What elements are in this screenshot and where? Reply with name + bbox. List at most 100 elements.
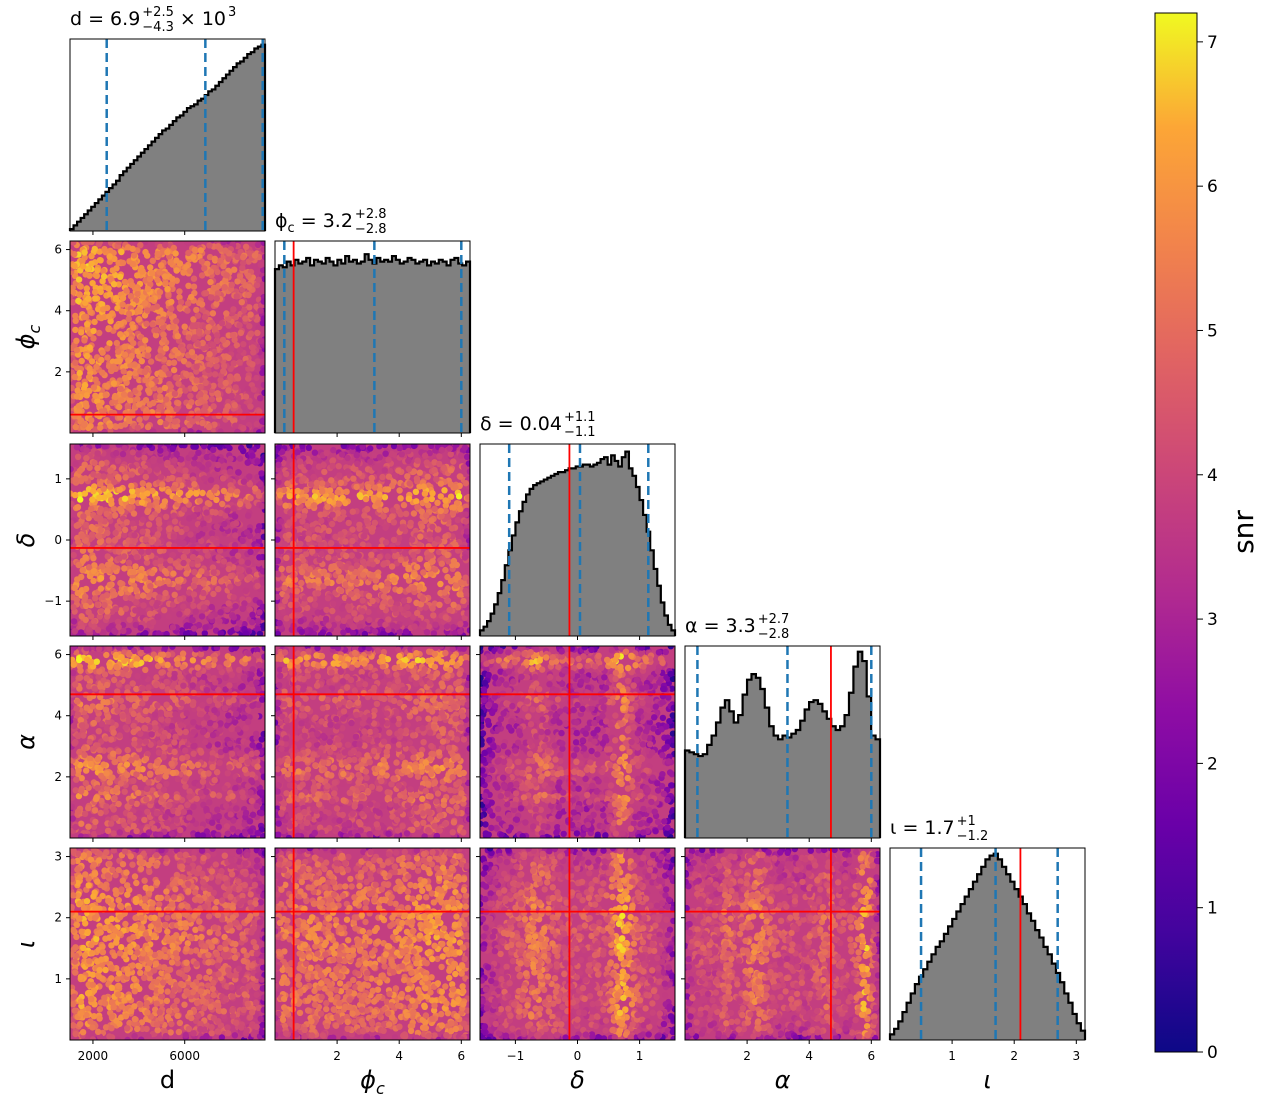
scatter-point — [142, 630, 149, 636]
scatter-point — [370, 494, 377, 501]
scatter-point — [305, 535, 312, 542]
scatter-point — [178, 444, 185, 449]
scatter-point — [437, 493, 444, 500]
scatter-point — [371, 452, 378, 459]
scatter-point — [410, 551, 417, 559]
scatter-point — [191, 576, 199, 583]
scatter-point — [453, 500, 461, 507]
scatter-point — [182, 370, 190, 378]
scatter-point — [257, 480, 264, 488]
scatter-point — [249, 611, 256, 618]
scatter-point — [175, 380, 182, 387]
scatter-point — [76, 467, 84, 474]
scatter-point — [299, 557, 307, 564]
scatter-point — [122, 594, 130, 601]
scatter-point — [260, 315, 265, 322]
scatter-point — [388, 513, 396, 520]
scatter-point — [145, 387, 152, 394]
scatter-point — [437, 580, 444, 588]
scatter-point — [160, 324, 167, 331]
scatter-point — [70, 519, 75, 527]
scatter-point — [121, 495, 129, 502]
scatter-point — [167, 383, 174, 390]
scatter-point — [376, 454, 383, 461]
scatter-point — [307, 596, 314, 603]
scatter-point — [431, 505, 438, 512]
scatter-point — [116, 403, 123, 411]
scatter-point — [283, 593, 290, 600]
scatter-point — [213, 363, 220, 370]
scatter-point — [249, 452, 256, 459]
scatter-point — [100, 485, 107, 492]
scatter-point — [121, 526, 129, 534]
scatter-point — [414, 503, 421, 511]
scatter-point — [182, 497, 189, 504]
scatter-point — [322, 615, 330, 622]
scatter-point — [375, 499, 382, 507]
scatter-point — [236, 462, 244, 470]
scatter-point — [90, 487, 97, 495]
scatter-point — [379, 603, 386, 610]
scatter-point — [162, 280, 169, 287]
scatter-point — [235, 469, 242, 476]
scatter-point — [172, 560, 179, 567]
scatter-point — [227, 455, 234, 462]
scatter-point — [255, 276, 262, 283]
scatter-point — [203, 713, 211, 721]
scatter-point — [208, 603, 215, 611]
scatter-point — [254, 358, 261, 365]
scatter-point — [450, 504, 457, 511]
scatter-point — [257, 395, 264, 402]
scatter-point — [190, 275, 198, 282]
scatter-point — [207, 294, 215, 301]
scatter-point — [462, 518, 470, 525]
scatter-point — [251, 252, 259, 259]
scatter-point — [330, 600, 337, 607]
scatter-point — [169, 646, 176, 650]
scatter-point — [371, 484, 379, 491]
scatter-point — [438, 560, 445, 567]
scatter-point — [249, 666, 256, 673]
scatter-point — [149, 487, 156, 495]
scatter-point — [148, 731, 155, 738]
scatter-point — [298, 579, 305, 587]
scatter-point — [130, 510, 138, 517]
scatter-point — [306, 615, 313, 622]
scatter-point — [72, 326, 79, 334]
scatter-point — [137, 730, 144, 737]
scatter-point — [418, 508, 425, 515]
scatter-point — [160, 331, 167, 338]
scatter-point — [444, 551, 451, 558]
scatter-point — [176, 596, 184, 603]
scatter-point — [94, 267, 101, 274]
scatter-point — [241, 307, 248, 314]
scatter-point — [130, 710, 137, 718]
scatter-point — [98, 563, 106, 570]
scatter-point — [137, 624, 144, 632]
scatter-point — [80, 745, 88, 752]
scatter-point — [107, 474, 114, 481]
scatter-point — [424, 473, 431, 480]
scatter-point — [222, 512, 229, 519]
scatter-point — [457, 579, 465, 586]
scatter-point — [381, 560, 388, 567]
scatter-point — [446, 606, 453, 614]
scatter-point — [350, 623, 357, 631]
scatter-point — [240, 478, 248, 485]
scatter-point — [139, 516, 147, 523]
scatter-point — [231, 513, 239, 520]
scatter-point — [154, 250, 161, 258]
scatter-point — [344, 454, 351, 462]
scatter-point — [136, 315, 143, 323]
scatter-point — [71, 584, 79, 592]
scatter-point — [255, 618, 262, 625]
scatter-point — [384, 580, 392, 587]
scatter-point — [95, 673, 102, 681]
scatter-point — [106, 340, 113, 347]
scatter-point — [323, 449, 330, 457]
scatter-point — [462, 574, 469, 581]
scatter-point — [449, 509, 457, 516]
scatter-point — [177, 298, 185, 306]
scatter-point — [457, 452, 465, 459]
scatter-point — [261, 646, 265, 652]
